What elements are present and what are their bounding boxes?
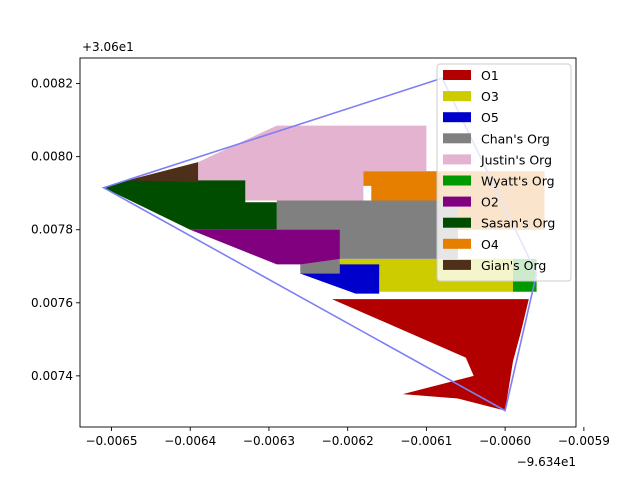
legend-swatch-o2 [443, 196, 471, 207]
legend-label-o4: O4 [481, 237, 499, 252]
x-tick-label: −0.0059 [558, 434, 610, 448]
x-tick-label: −0.0061 [400, 434, 452, 448]
x-offset-label: −9.634e1 [517, 455, 576, 469]
legend-label-o3: O3 [481, 89, 499, 104]
legend-label-justin-s-org: Justin's Org [480, 152, 552, 167]
legend-swatch-sasan-s-org [443, 217, 471, 228]
legend: O1 O3 O5 Chan's Org Justin's Org Wyatt's Org O… [436, 63, 572, 282]
legend-label-chan-s-org: Chan's Org [481, 131, 550, 146]
legend-label-o1: O1 [481, 68, 499, 83]
legend-label-sasan-s-org: Sasan's Org [481, 216, 555, 231]
region-gian-s-org [127, 162, 199, 183]
y-tick-label: 0.0076 [31, 296, 73, 310]
legend-label-o2: O2 [481, 195, 499, 210]
region-sasan-s-org [103, 180, 277, 230]
x-axis: −0.0065 −0.0064 −0.0063 −0.0062 −0.0061 −0.00… [85, 427, 610, 448]
legend-swatch-justin-s-org [443, 154, 471, 165]
legend-swatch-chan-s-org [443, 133, 471, 144]
legend-swatch-o4 [443, 238, 471, 249]
y-tick-label: 0.0082 [31, 77, 73, 91]
legend-swatch-o3 [443, 91, 471, 102]
x-tick-label: −0.0062 [322, 434, 374, 448]
y-tick-label: 0.0078 [31, 223, 73, 237]
legend-swatch-o5 [443, 112, 471, 123]
legend-label-gian-s-org: Gian's Org [481, 258, 546, 273]
region-o1 [331, 299, 529, 411]
x-tick-label: −0.0064 [164, 434, 216, 448]
legend-swatch-o1 [443, 70, 471, 80]
y-axis: 0.0074 0.0076 0.0078 0.0080 0.0082 [31, 77, 80, 383]
legend-label-wyatt-s-org: Wyatt's Org [481, 174, 555, 189]
x-tick-label: −0.0063 [243, 434, 295, 448]
legend-swatch-wyatt-s-org [443, 175, 471, 186]
x-tick-label: −0.0060 [479, 434, 531, 448]
y-tick-label: 0.0080 [31, 150, 73, 164]
region-justin-s-org [198, 125, 427, 201]
axes-frame [79, 57, 577, 428]
x-tick-label: −0.0065 [85, 434, 137, 448]
region-o2 [190, 229, 340, 265]
legend-label-o5: O5 [481, 110, 499, 125]
y-tick-label: 0.0074 [31, 369, 73, 383]
y-offset-label: +3.06e1 [82, 40, 134, 54]
legend-swatch-gian-s-org [443, 259, 471, 270]
